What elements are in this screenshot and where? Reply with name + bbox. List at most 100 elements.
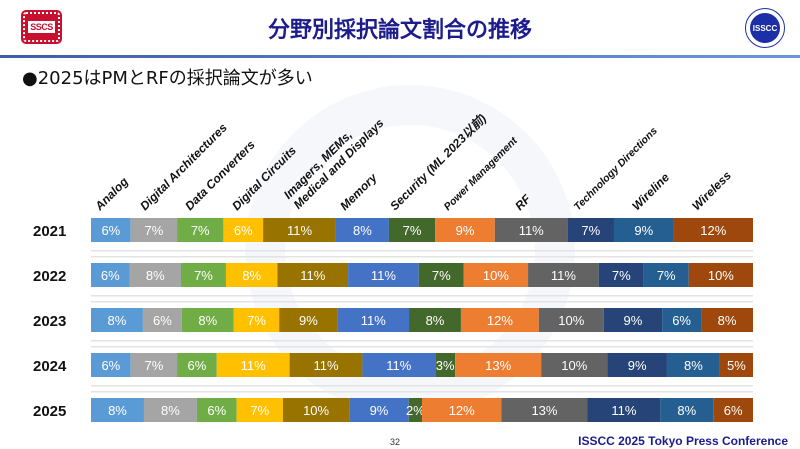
footer-conference: ISSCC 2025 Tokyo Press Conference <box>578 434 788 448</box>
bar-segment <box>91 218 131 242</box>
data-label: 9% <box>299 313 318 328</box>
data-label: 8% <box>684 358 703 373</box>
bar-segment <box>719 353 753 377</box>
row-separator <box>91 340 753 342</box>
sscs-logo: SSCS <box>21 10 62 44</box>
data-label: 7% <box>144 358 163 373</box>
bar-segment <box>216 353 290 377</box>
bar-segment <box>409 308 461 332</box>
bar-segment <box>282 398 350 422</box>
data-label: 12% <box>487 313 513 328</box>
data-label: 8% <box>146 268 165 283</box>
data-label: 9% <box>628 358 647 373</box>
data-label: 11% <box>371 268 396 283</box>
data-label: 6% <box>207 403 226 418</box>
data-label: 7% <box>191 223 210 238</box>
bar-segment <box>91 398 144 422</box>
data-label: 7% <box>194 268 213 283</box>
data-label: 7% <box>612 268 631 283</box>
page-title: 分野別採択論文割合の推移 <box>267 18 532 43</box>
bar-segment <box>587 398 661 422</box>
bar-segment <box>263 218 336 242</box>
bar-segment <box>541 353 608 377</box>
bar-segment <box>130 218 178 242</box>
data-label: 11% <box>386 358 411 373</box>
series-label: Digital Architectures <box>137 120 230 213</box>
year-label: 2022 <box>33 268 66 285</box>
bar-segment <box>607 353 667 377</box>
row-separator <box>91 391 753 393</box>
bar-segment <box>362 353 436 377</box>
data-label: 8% <box>108 313 127 328</box>
svg-text:Analog: Analog <box>92 174 132 214</box>
data-label: 8% <box>353 223 372 238</box>
data-label: 11% <box>241 358 266 373</box>
data-label: 6% <box>672 313 691 328</box>
data-label: 11% <box>313 358 338 373</box>
data-label: 8% <box>198 313 217 328</box>
bar-segment <box>91 353 131 377</box>
data-label: 8% <box>108 403 127 418</box>
bar-segment <box>130 353 178 377</box>
data-label: 11% <box>551 268 576 283</box>
row-separator <box>91 346 753 348</box>
data-label: 11% <box>300 268 325 283</box>
data-label: 10% <box>708 268 734 283</box>
bar-segment <box>673 218 753 242</box>
row-separator <box>91 295 753 297</box>
data-label: 9% <box>634 223 653 238</box>
data-label: 7% <box>247 313 266 328</box>
bar-segment <box>643 263 689 287</box>
series-label: Security (ML 2023以前) <box>387 111 489 213</box>
bar-segment <box>348 263 419 287</box>
data-label: 6% <box>188 358 207 373</box>
bullet-text: ●2025はPMとRFの採択論文が多い <box>22 68 313 89</box>
data-label: 8% <box>677 403 696 418</box>
data-label: 9% <box>370 403 389 418</box>
data-label: 7% <box>581 223 600 238</box>
bar-segment <box>598 263 644 287</box>
svg-text:Medical and Displays: Medical and Displays <box>291 116 387 212</box>
series-label: Wireline <box>629 170 672 213</box>
bar-segment <box>613 218 674 242</box>
page-number: 32 <box>390 437 401 447</box>
series-label: Analog <box>92 174 132 214</box>
svg-text:RF: RF <box>512 191 534 213</box>
row-separator <box>91 250 753 252</box>
bar-segment <box>463 263 529 287</box>
data-label: 2% <box>406 403 425 418</box>
bar-segment <box>713 398 753 422</box>
data-label: 10% <box>303 403 329 418</box>
bar-segment <box>223 218 264 242</box>
bar-segment <box>233 308 280 332</box>
data-label: 7% <box>144 223 163 238</box>
svg-text:Security (ML 2023以前): Security (ML 2023以前) <box>387 111 489 213</box>
bar-segment <box>335 218 389 242</box>
data-label: 12% <box>449 403 475 418</box>
bar-segment <box>143 398 197 422</box>
bar-segment <box>177 353 217 377</box>
data-label: 11% <box>287 223 312 238</box>
bar-segment <box>701 308 753 332</box>
data-label: 8% <box>161 403 180 418</box>
data-label: 7% <box>250 403 269 418</box>
data-label: 7% <box>403 223 422 238</box>
series-label: Wireless <box>689 168 734 213</box>
data-label: 6% <box>101 358 120 373</box>
data-label: 6% <box>724 403 743 418</box>
data-label: 10% <box>561 358 587 373</box>
bar-segment <box>337 308 410 332</box>
bar-segment <box>177 218 224 242</box>
bar-segment <box>567 218 614 242</box>
bar-segment <box>388 218 436 242</box>
data-label: 11% <box>519 223 544 238</box>
bar-segment <box>408 398 422 422</box>
year-label: 2023 <box>33 313 66 330</box>
row-separator <box>91 256 753 258</box>
bar-segment <box>225 263 278 287</box>
series-label: Imagers, MEMs,Medical and Displays <box>281 116 387 212</box>
bar-segment <box>494 218 568 242</box>
data-label: 3% <box>436 358 455 373</box>
bar-segment <box>422 398 502 422</box>
